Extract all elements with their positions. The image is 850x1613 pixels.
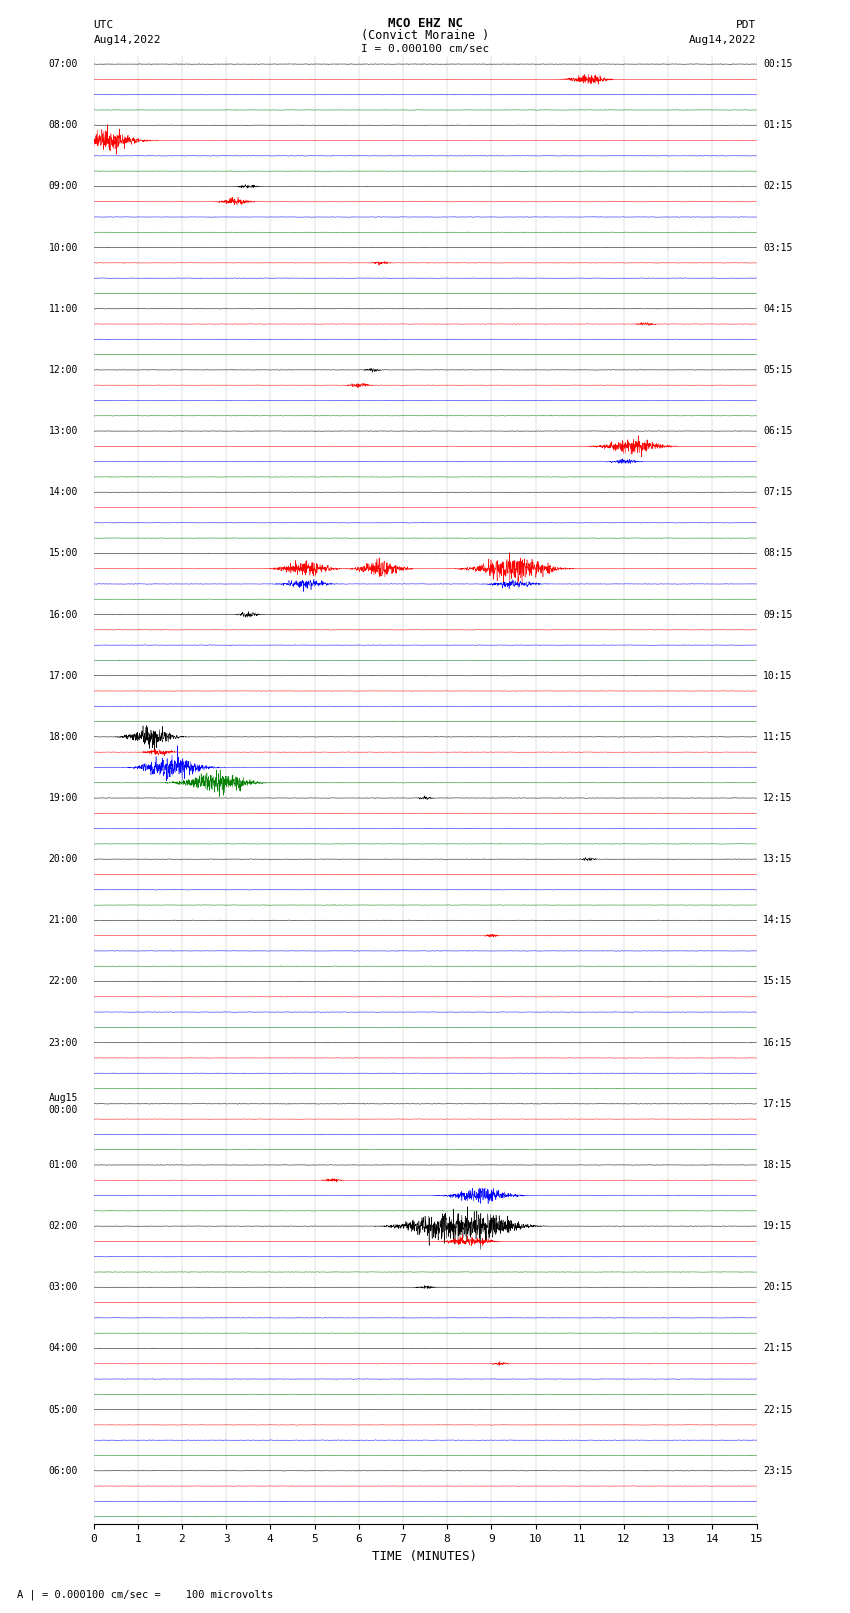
Text: 13:15: 13:15: [763, 855, 792, 865]
Text: 05:15: 05:15: [763, 365, 792, 374]
Text: PDT: PDT: [736, 19, 756, 31]
Text: Aug15
00:00: Aug15 00:00: [48, 1094, 78, 1115]
Text: I = 0.000100 cm/sec: I = 0.000100 cm/sec: [361, 44, 489, 53]
Text: MCO EHZ NC: MCO EHZ NC: [388, 18, 462, 31]
Text: 14:15: 14:15: [763, 915, 792, 926]
Text: (Convict Moraine ): (Convict Moraine ): [361, 29, 489, 42]
Text: 22:15: 22:15: [763, 1405, 792, 1415]
Text: 07:00: 07:00: [48, 60, 78, 69]
Text: 18:00: 18:00: [48, 732, 78, 742]
Text: 06:15: 06:15: [763, 426, 792, 436]
Text: 02:15: 02:15: [763, 181, 792, 192]
Text: 22:00: 22:00: [48, 976, 78, 987]
Text: 04:15: 04:15: [763, 303, 792, 315]
Text: 13:00: 13:00: [48, 426, 78, 436]
Text: 20:00: 20:00: [48, 855, 78, 865]
Text: 02:00: 02:00: [48, 1221, 78, 1231]
Text: 19:15: 19:15: [763, 1221, 792, 1231]
Text: 01:00: 01:00: [48, 1160, 78, 1169]
Text: 17:15: 17:15: [763, 1098, 792, 1108]
Text: 11:15: 11:15: [763, 732, 792, 742]
Text: 11:00: 11:00: [48, 303, 78, 315]
Text: 03:00: 03:00: [48, 1282, 78, 1292]
Text: 19:00: 19:00: [48, 794, 78, 803]
Text: Aug14,2022: Aug14,2022: [689, 35, 756, 45]
Text: 10:00: 10:00: [48, 242, 78, 253]
Text: 23:00: 23:00: [48, 1037, 78, 1048]
Text: 21:00: 21:00: [48, 915, 78, 926]
Text: 18:15: 18:15: [763, 1160, 792, 1169]
X-axis label: TIME (MINUTES): TIME (MINUTES): [372, 1550, 478, 1563]
Text: 09:00: 09:00: [48, 181, 78, 192]
Text: 15:00: 15:00: [48, 548, 78, 558]
Text: 03:15: 03:15: [763, 242, 792, 253]
Text: 23:15: 23:15: [763, 1466, 792, 1476]
Text: 16:00: 16:00: [48, 610, 78, 619]
Text: 21:15: 21:15: [763, 1344, 792, 1353]
Text: 00:15: 00:15: [763, 60, 792, 69]
Text: UTC: UTC: [94, 19, 114, 31]
Text: A | = 0.000100 cm/sec =    100 microvolts: A | = 0.000100 cm/sec = 100 microvolts: [17, 1589, 273, 1600]
Text: 10:15: 10:15: [763, 671, 792, 681]
Text: 12:00: 12:00: [48, 365, 78, 374]
Text: 07:15: 07:15: [763, 487, 792, 497]
Text: 01:15: 01:15: [763, 121, 792, 131]
Text: 20:15: 20:15: [763, 1282, 792, 1292]
Text: 12:15: 12:15: [763, 794, 792, 803]
Text: 17:00: 17:00: [48, 671, 78, 681]
Text: 09:15: 09:15: [763, 610, 792, 619]
Text: 14:00: 14:00: [48, 487, 78, 497]
Text: 05:00: 05:00: [48, 1405, 78, 1415]
Text: 06:00: 06:00: [48, 1466, 78, 1476]
Text: 16:15: 16:15: [763, 1037, 792, 1048]
Text: 04:00: 04:00: [48, 1344, 78, 1353]
Text: 08:15: 08:15: [763, 548, 792, 558]
Text: Aug14,2022: Aug14,2022: [94, 35, 161, 45]
Text: 15:15: 15:15: [763, 976, 792, 987]
Text: 08:00: 08:00: [48, 121, 78, 131]
